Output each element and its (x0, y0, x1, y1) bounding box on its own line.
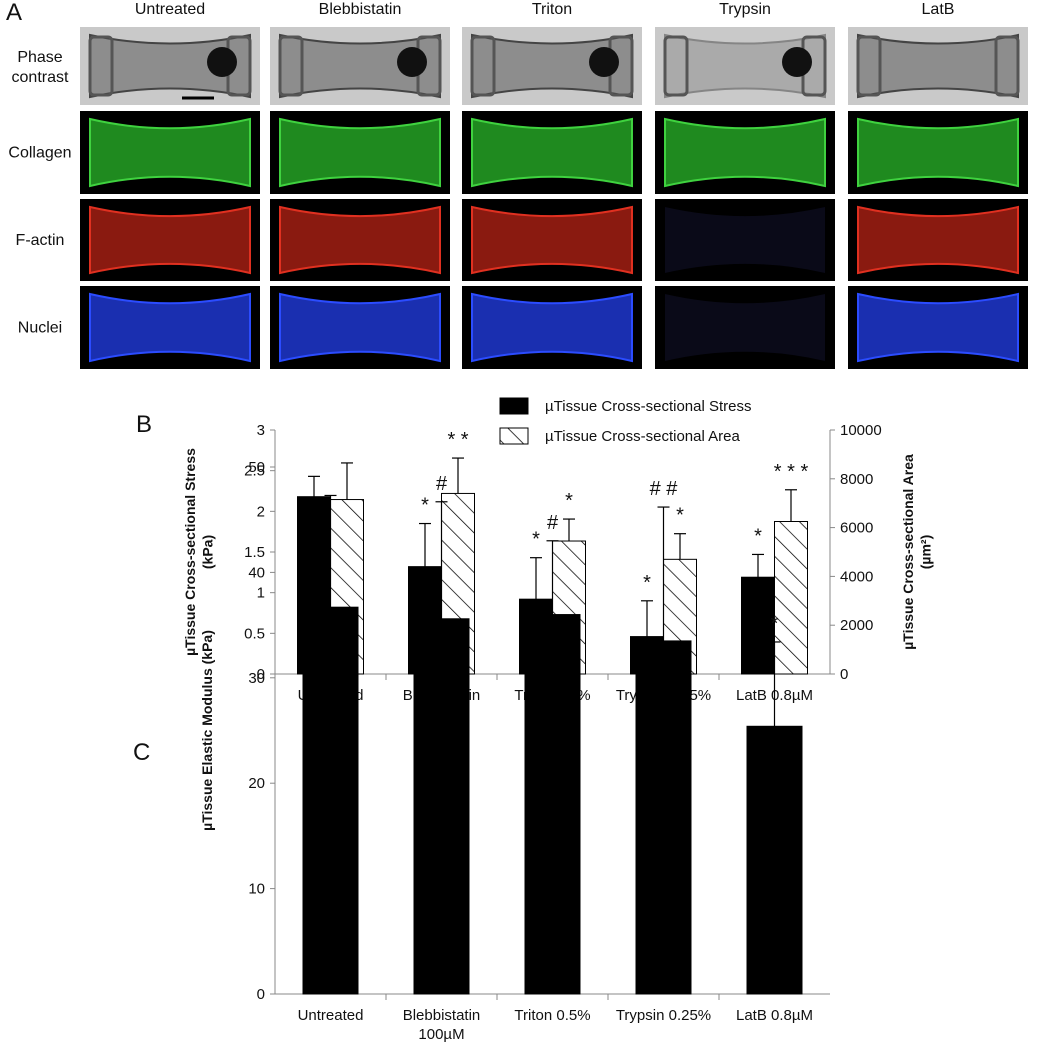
y2-tick-label: 6000 (840, 520, 873, 537)
row-label: F-actin (16, 232, 65, 249)
column-header: LatB (922, 1, 955, 18)
y-tick-label: 10 (248, 881, 265, 898)
x-tick-label: Untreated (298, 1007, 364, 1024)
significance-mark: * * (447, 429, 468, 451)
legend-label: µTissue Cross-sectional Stress (545, 398, 751, 415)
tissue-shape (279, 33, 441, 99)
tissue-shape (471, 33, 633, 99)
y-tick-label: 2 (257, 503, 265, 520)
significance-mark: * (532, 529, 540, 551)
bead (589, 47, 619, 77)
y2-axis-title: µTissue Cross-sectional Area (µm²) (900, 454, 934, 650)
bead (782, 47, 812, 77)
x-tick-label: Trypsin 0.25% (616, 1007, 711, 1024)
y-axis-title: µTissue Elastic Modulus (kPa) (199, 630, 215, 831)
y-tick-label: 30 (248, 670, 265, 687)
y-tick-label: 1.5 (244, 544, 265, 561)
tissue-shape (664, 117, 826, 188)
bar (746, 725, 803, 995)
image-grid (80, 27, 1028, 369)
significance-mark: # (436, 473, 448, 495)
y2-tick-label: 8000 (840, 471, 873, 488)
tissue-shape (857, 33, 1019, 99)
bar (774, 521, 808, 675)
tissue-shape (89, 117, 251, 188)
bar (524, 614, 581, 995)
tissue-shape (664, 33, 826, 99)
tissue-shape (279, 292, 441, 363)
bar (302, 606, 359, 995)
tissue-shape (89, 33, 251, 99)
y-axis-title: µTissue Cross-sectional Stress (kPa) (182, 448, 216, 656)
y-tick-label: 50 (248, 459, 265, 476)
tissue-shape (279, 117, 441, 188)
tissue-shape (857, 117, 1019, 188)
x-tick-label: Triton 0.5% (514, 1007, 590, 1024)
tissue-shape (471, 117, 633, 188)
x-tick-label: LatB 0.8µM (736, 1007, 813, 1024)
tissue-shape (857, 205, 1019, 275)
tissue-shape (471, 205, 633, 275)
tissue-shape (89, 292, 251, 363)
y-tick-label: 20 (248, 775, 265, 792)
significance-mark: * (676, 505, 684, 527)
y2-tick-label: 4000 (840, 568, 873, 585)
tissue-shape (471, 292, 633, 363)
significance-mark: * (643, 572, 651, 594)
row-label: Phase contrast (12, 49, 69, 86)
significance-mark: * (565, 490, 573, 512)
legend-swatch (499, 427, 529, 445)
significance-mark: # # (650, 478, 679, 500)
y-tick-label: 2.5 (244, 463, 265, 480)
y-tick-label: 40 (248, 564, 265, 581)
significance-mark: # (547, 512, 559, 534)
tissue-shape (665, 294, 825, 361)
column-header: Trypsin (719, 1, 771, 18)
tissue-shape (279, 205, 441, 275)
significance-mark: * (771, 613, 779, 635)
significance-mark: * (754, 525, 762, 547)
significance-mark: * (421, 495, 429, 517)
row-label: Nuclei (18, 320, 62, 337)
y2-tick-label: 2000 (840, 617, 873, 634)
panel-label: B (136, 411, 152, 438)
pillar (88, 35, 114, 97)
panel-label: A (6, 0, 22, 26)
tissue-shape (89, 205, 251, 275)
bead (207, 47, 237, 77)
pillar (994, 35, 1020, 97)
bar (741, 576, 775, 675)
row-label: Collagen (8, 145, 71, 162)
pillar (278, 35, 304, 97)
pillar (470, 35, 496, 97)
pillar (663, 35, 689, 97)
column-header: Untreated (135, 1, 205, 18)
y-tick-label: 1 (257, 585, 265, 602)
column-header: Triton (532, 1, 572, 18)
column-header: Blebbistatin (319, 1, 402, 18)
legend-label: µTissue Cross-sectional Area (545, 428, 740, 445)
y-tick-label: 0.5 (244, 625, 265, 642)
bar (413, 618, 470, 995)
panel-label: C (133, 739, 150, 766)
pillar (856, 35, 882, 97)
tissue-shape (665, 207, 825, 273)
y2-tick-label: 10000 (840, 422, 882, 439)
bar (635, 640, 692, 995)
y2-tick-label: 0 (840, 666, 848, 683)
significance-mark: * * * (774, 461, 809, 483)
y-tick-label: 0 (257, 986, 265, 1003)
tissue-shape (857, 292, 1019, 363)
bead (397, 47, 427, 77)
legend-swatch (499, 397, 529, 415)
y-tick-label: 0 (257, 666, 265, 683)
y-tick-label: 3 (257, 422, 265, 439)
